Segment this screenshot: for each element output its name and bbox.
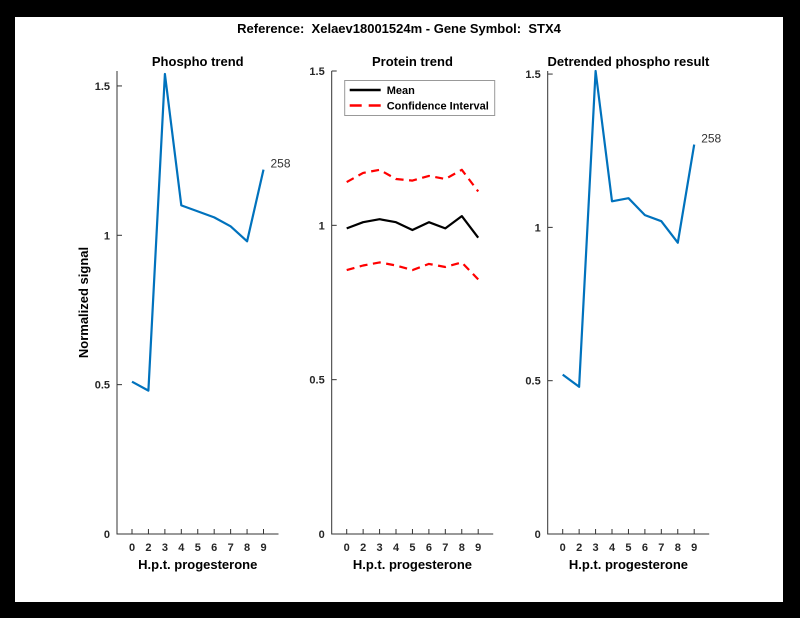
subplot-title: Phospho trend <box>152 54 244 69</box>
x-tick-label: 3 <box>377 542 383 554</box>
series-confidence-interval-lower <box>346 261 479 281</box>
x-tick-label: 5 <box>409 542 415 554</box>
x-tick-label: 4 <box>178 542 185 554</box>
x-tick-label: 5 <box>625 542 631 554</box>
x-tick-label: 2 <box>360 542 366 554</box>
x-tick-label: 7 <box>228 542 234 554</box>
x-tick-label: 0 <box>129 542 135 554</box>
y-tick-label: 0 <box>535 529 541 541</box>
x-tick-label: 0 <box>344 542 350 554</box>
y-tick-label: 1.5 <box>95 81 110 93</box>
y-tick-label: 0.5 <box>525 376 540 388</box>
series-mean <box>346 215 480 239</box>
subplot-title: Protein trend <box>372 54 453 69</box>
x-tick-label: 4 <box>609 542 616 554</box>
x-tick-label: 7 <box>658 542 664 554</box>
y-tick-label: 1 <box>104 230 110 242</box>
x-tick-label: 0 <box>560 542 566 554</box>
y-tick-label: 1 <box>319 220 325 232</box>
x-tick-label: 3 <box>593 542 599 554</box>
legend-label-mean: Mean <box>387 85 415 97</box>
series-phospho-signal <box>131 72 265 392</box>
x-tick-label: 7 <box>442 542 448 554</box>
series-confidence-interval-upper <box>346 168 480 193</box>
y-tick-label: 1.5 <box>525 69 540 81</box>
x-tick-label: 6 <box>642 542 648 554</box>
y-tick-label: 1.5 <box>309 66 324 78</box>
series-detrended-phospho-signal <box>562 69 696 388</box>
legend: Mean Confidence Interval <box>344 80 496 116</box>
x-tick-label: 8 <box>675 542 681 554</box>
x-tick-label: 3 <box>162 542 168 554</box>
x-axis-label: H.p.t. progesterone <box>569 557 688 572</box>
y-tick-label: 0 <box>319 529 325 541</box>
x-tick-label: 8 <box>459 542 465 554</box>
x-tick-label: 9 <box>260 542 266 554</box>
x-tick-label: 5 <box>195 542 201 554</box>
subplot-title: Detrended phospho result <box>548 54 710 69</box>
x-tick-label: 2 <box>576 542 582 554</box>
y-tick-label: 1 <box>535 222 541 234</box>
axis-spines <box>116 71 279 535</box>
figure-title: Reference: Xelaev18001524m - Gene Symbol… <box>237 21 561 36</box>
x-tick-label: 6 <box>211 542 217 554</box>
y-tick-label: 0 <box>104 529 110 541</box>
x-tick-label: 2 <box>145 542 151 554</box>
x-tick-label: 8 <box>244 542 250 554</box>
y-axis-label: Normalized signal <box>76 247 91 358</box>
y-tick-label: 0.5 <box>309 375 324 387</box>
endpoint-annotation: 258 <box>271 157 291 171</box>
x-axis-label: H.p.t. progesterone <box>138 557 257 572</box>
legend-box <box>344 80 496 116</box>
x-axis-label: H.p.t. progesterone <box>353 557 472 572</box>
legend-label-confidence-interval: Confidence Interval <box>387 101 489 113</box>
axis-spines <box>547 71 710 535</box>
endpoint-annotation: 258 <box>701 132 721 146</box>
x-tick-label: 9 <box>691 542 697 554</box>
x-tick-label: 4 <box>393 542 400 554</box>
y-tick-label: 0.5 <box>95 380 110 392</box>
x-tick-label: 9 <box>475 542 481 554</box>
axis-spines <box>331 71 494 535</box>
x-tick-label: 6 <box>426 542 432 554</box>
